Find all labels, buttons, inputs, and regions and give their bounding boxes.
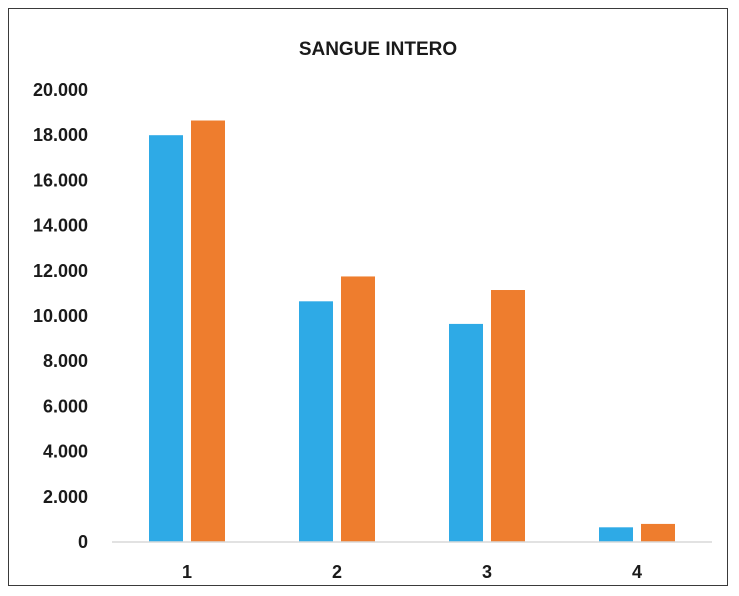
x-tick-label: 4 (632, 562, 642, 582)
y-tick-label: 10.000 (33, 306, 88, 326)
bar-series-1-category-2 (299, 301, 333, 542)
y-tick-label: 2.000 (43, 487, 88, 507)
y-tick-label: 18.000 (33, 125, 88, 145)
x-tick-label: 3 (482, 562, 492, 582)
x-tick-label: 2 (332, 562, 342, 582)
bar-series-2-category-1 (191, 120, 225, 542)
y-tick-label: 8.000 (43, 351, 88, 371)
bar-series-1-category-1 (149, 135, 183, 542)
y-tick-label: 12.000 (33, 261, 88, 281)
y-tick-label: 14.000 (33, 216, 88, 236)
bar-series-1-category-3 (449, 323, 483, 542)
y-tick-label: 6.000 (43, 396, 88, 416)
y-tick-label: 20.000 (33, 80, 88, 100)
y-axis-tick-labels: 0 2.000 4.000 6.000 8.000 10.000 12.000 14.000 1… (33, 80, 88, 552)
bar-series-2-category-3 (491, 290, 525, 542)
x-tick-label: 1 (182, 562, 192, 582)
bar-series-2-category-4 (641, 523, 675, 542)
y-tick-label: 16.000 (33, 170, 88, 190)
y-tick-label: 0 (78, 532, 88, 552)
bars (149, 120, 675, 542)
bar-series-1-category-4 (599, 527, 633, 542)
x-axis-tick-labels: 1 2 3 4 (182, 562, 642, 582)
y-tick-label: 4.000 (43, 442, 88, 462)
chart-title: SANGUE INTERO (299, 39, 457, 60)
bar-series-2-category-2 (341, 276, 375, 542)
